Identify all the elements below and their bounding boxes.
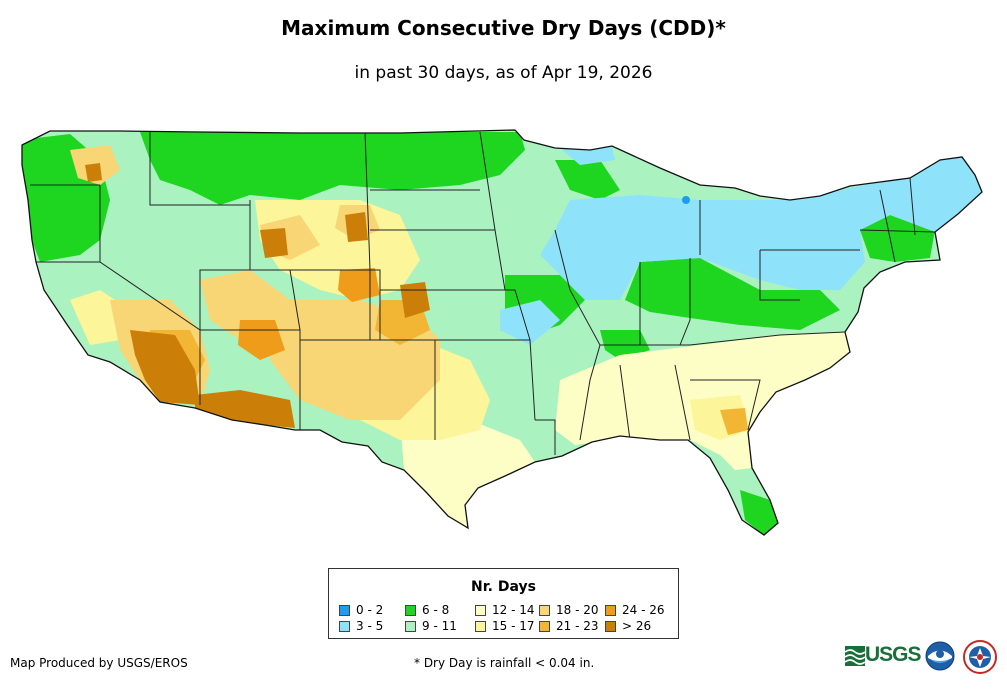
legend-title: Nr. Days: [471, 579, 536, 595]
legend-item: 0 - 2: [339, 604, 383, 617]
map-subtitle: in past 30 days, as of Apr 19, 2026: [354, 63, 653, 83]
legend-item: 21 - 23: [539, 620, 599, 633]
legend-swatch: [539, 605, 550, 616]
legend: Nr. Days 0 - 2 3 - 5 6 - 8 9 - 11 12 - 1…: [328, 568, 679, 639]
legend-swatch: [405, 605, 416, 616]
legend-label: 24 - 26: [622, 603, 665, 617]
usgs-wordmark: USGS: [865, 643, 922, 666]
nws-logo-icon: [963, 640, 997, 674]
legend-item: 18 - 20: [539, 604, 599, 617]
legend-label: 3 - 5: [356, 619, 384, 633]
legend-swatch: [475, 621, 486, 632]
legend-label: 0 - 2: [356, 603, 384, 617]
legend-swatch: [539, 621, 550, 632]
dry-day-footnote: * Dry Day is rainfall < 0.04 in.: [414, 656, 595, 670]
legend-item: 3 - 5: [339, 620, 383, 633]
legend-label: 12 - 14: [492, 603, 535, 617]
legend-swatch: [605, 621, 616, 632]
usgs-wave-icon: [845, 646, 865, 666]
legend-item: 6 - 8: [405, 604, 449, 617]
legend-label: 9 - 11: [422, 619, 457, 633]
legend-swatch: [339, 605, 350, 616]
legend-label: 6 - 8: [422, 603, 450, 617]
legend-swatch: [605, 605, 616, 616]
legend-label: 15 - 17: [492, 619, 535, 633]
noaa-logo-icon: [925, 641, 955, 671]
legend-item: > 26: [605, 620, 651, 633]
legend-item: 24 - 26: [605, 604, 665, 617]
cdd-map: [21, 129, 983, 536]
legend-label: 18 - 20: [556, 603, 599, 617]
legend-label: 21 - 23: [556, 619, 599, 633]
legend-swatch: [405, 621, 416, 632]
legend-swatch: [339, 621, 350, 632]
legend-item: 12 - 14: [475, 604, 535, 617]
legend-item: 9 - 11: [405, 620, 457, 633]
legend-item: 15 - 17: [475, 620, 535, 633]
legend-label: > 26: [622, 619, 652, 633]
legend-swatch: [475, 605, 486, 616]
producer-credit: Map Produced by USGS/EROS: [10, 656, 188, 670]
usgs-logo: USGS: [845, 643, 922, 668]
map-title: Maximum Consecutive Dry Days (CDD)*: [281, 16, 726, 40]
